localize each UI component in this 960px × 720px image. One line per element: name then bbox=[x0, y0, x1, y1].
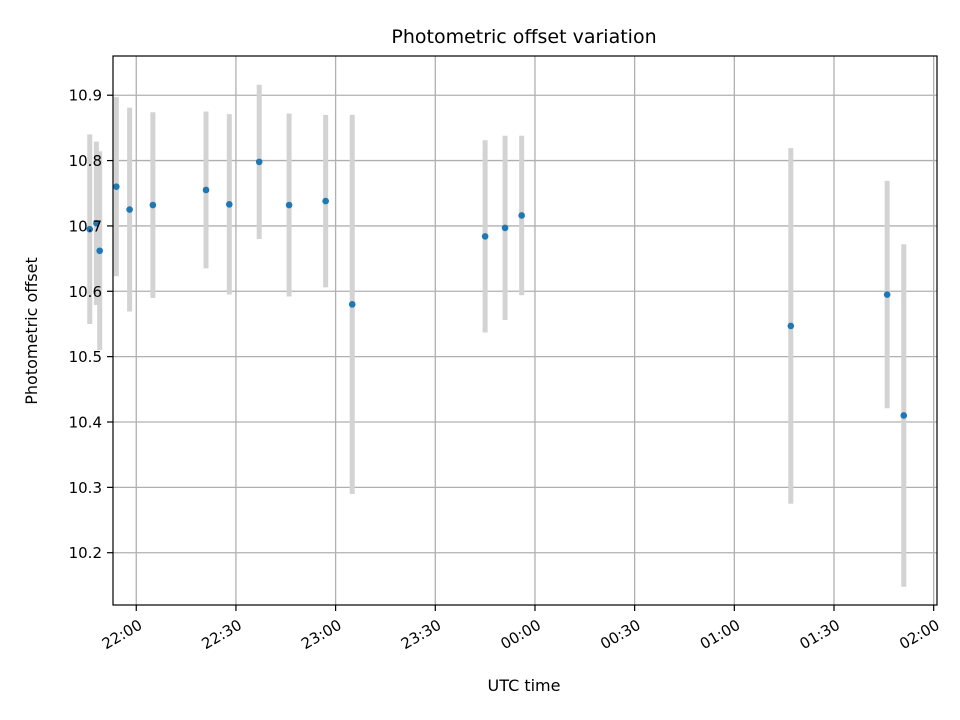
data-point bbox=[149, 201, 157, 209]
data-point bbox=[86, 225, 94, 233]
data-point bbox=[113, 183, 120, 191]
y-tick-label: 10.5 bbox=[69, 348, 102, 366]
data-point bbox=[202, 186, 210, 194]
chart-title: Photometric offset variation bbox=[391, 26, 656, 48]
data-point bbox=[481, 233, 489, 240]
y-tick-label: 10.3 bbox=[69, 479, 102, 497]
data-point bbox=[518, 212, 525, 219]
data-point bbox=[93, 220, 100, 227]
data-point bbox=[255, 158, 263, 166]
plot-frame bbox=[112, 55, 938, 606]
y-tick-label: 10.6 bbox=[69, 283, 102, 301]
y-tick-label: 10.2 bbox=[69, 544, 102, 562]
data-point bbox=[126, 206, 133, 213]
y-axis-ticks: 10.2 10.3 10.4 10.5 10.6 10.7 10.8 10.9 bbox=[69, 87, 113, 562]
data-points bbox=[86, 158, 908, 419]
y-tick-label: 10.7 bbox=[69, 217, 102, 235]
data-point bbox=[883, 291, 891, 298]
data-point bbox=[501, 224, 509, 232]
data-point bbox=[348, 301, 356, 308]
x-axis-label: UTC time bbox=[488, 676, 561, 695]
data-point bbox=[787, 322, 795, 330]
grid bbox=[113, 56, 937, 605]
data-point bbox=[322, 197, 329, 205]
data-point bbox=[96, 247, 104, 255]
y-axis-label: Photometric offset bbox=[22, 257, 41, 405]
y-tick-label: 10.4 bbox=[69, 414, 102, 432]
data-point bbox=[225, 201, 233, 208]
data-point bbox=[900, 412, 908, 419]
y-tick-label: 10.9 bbox=[69, 87, 102, 105]
y-tick-label: 10.8 bbox=[69, 152, 102, 170]
data-point bbox=[285, 201, 293, 209]
